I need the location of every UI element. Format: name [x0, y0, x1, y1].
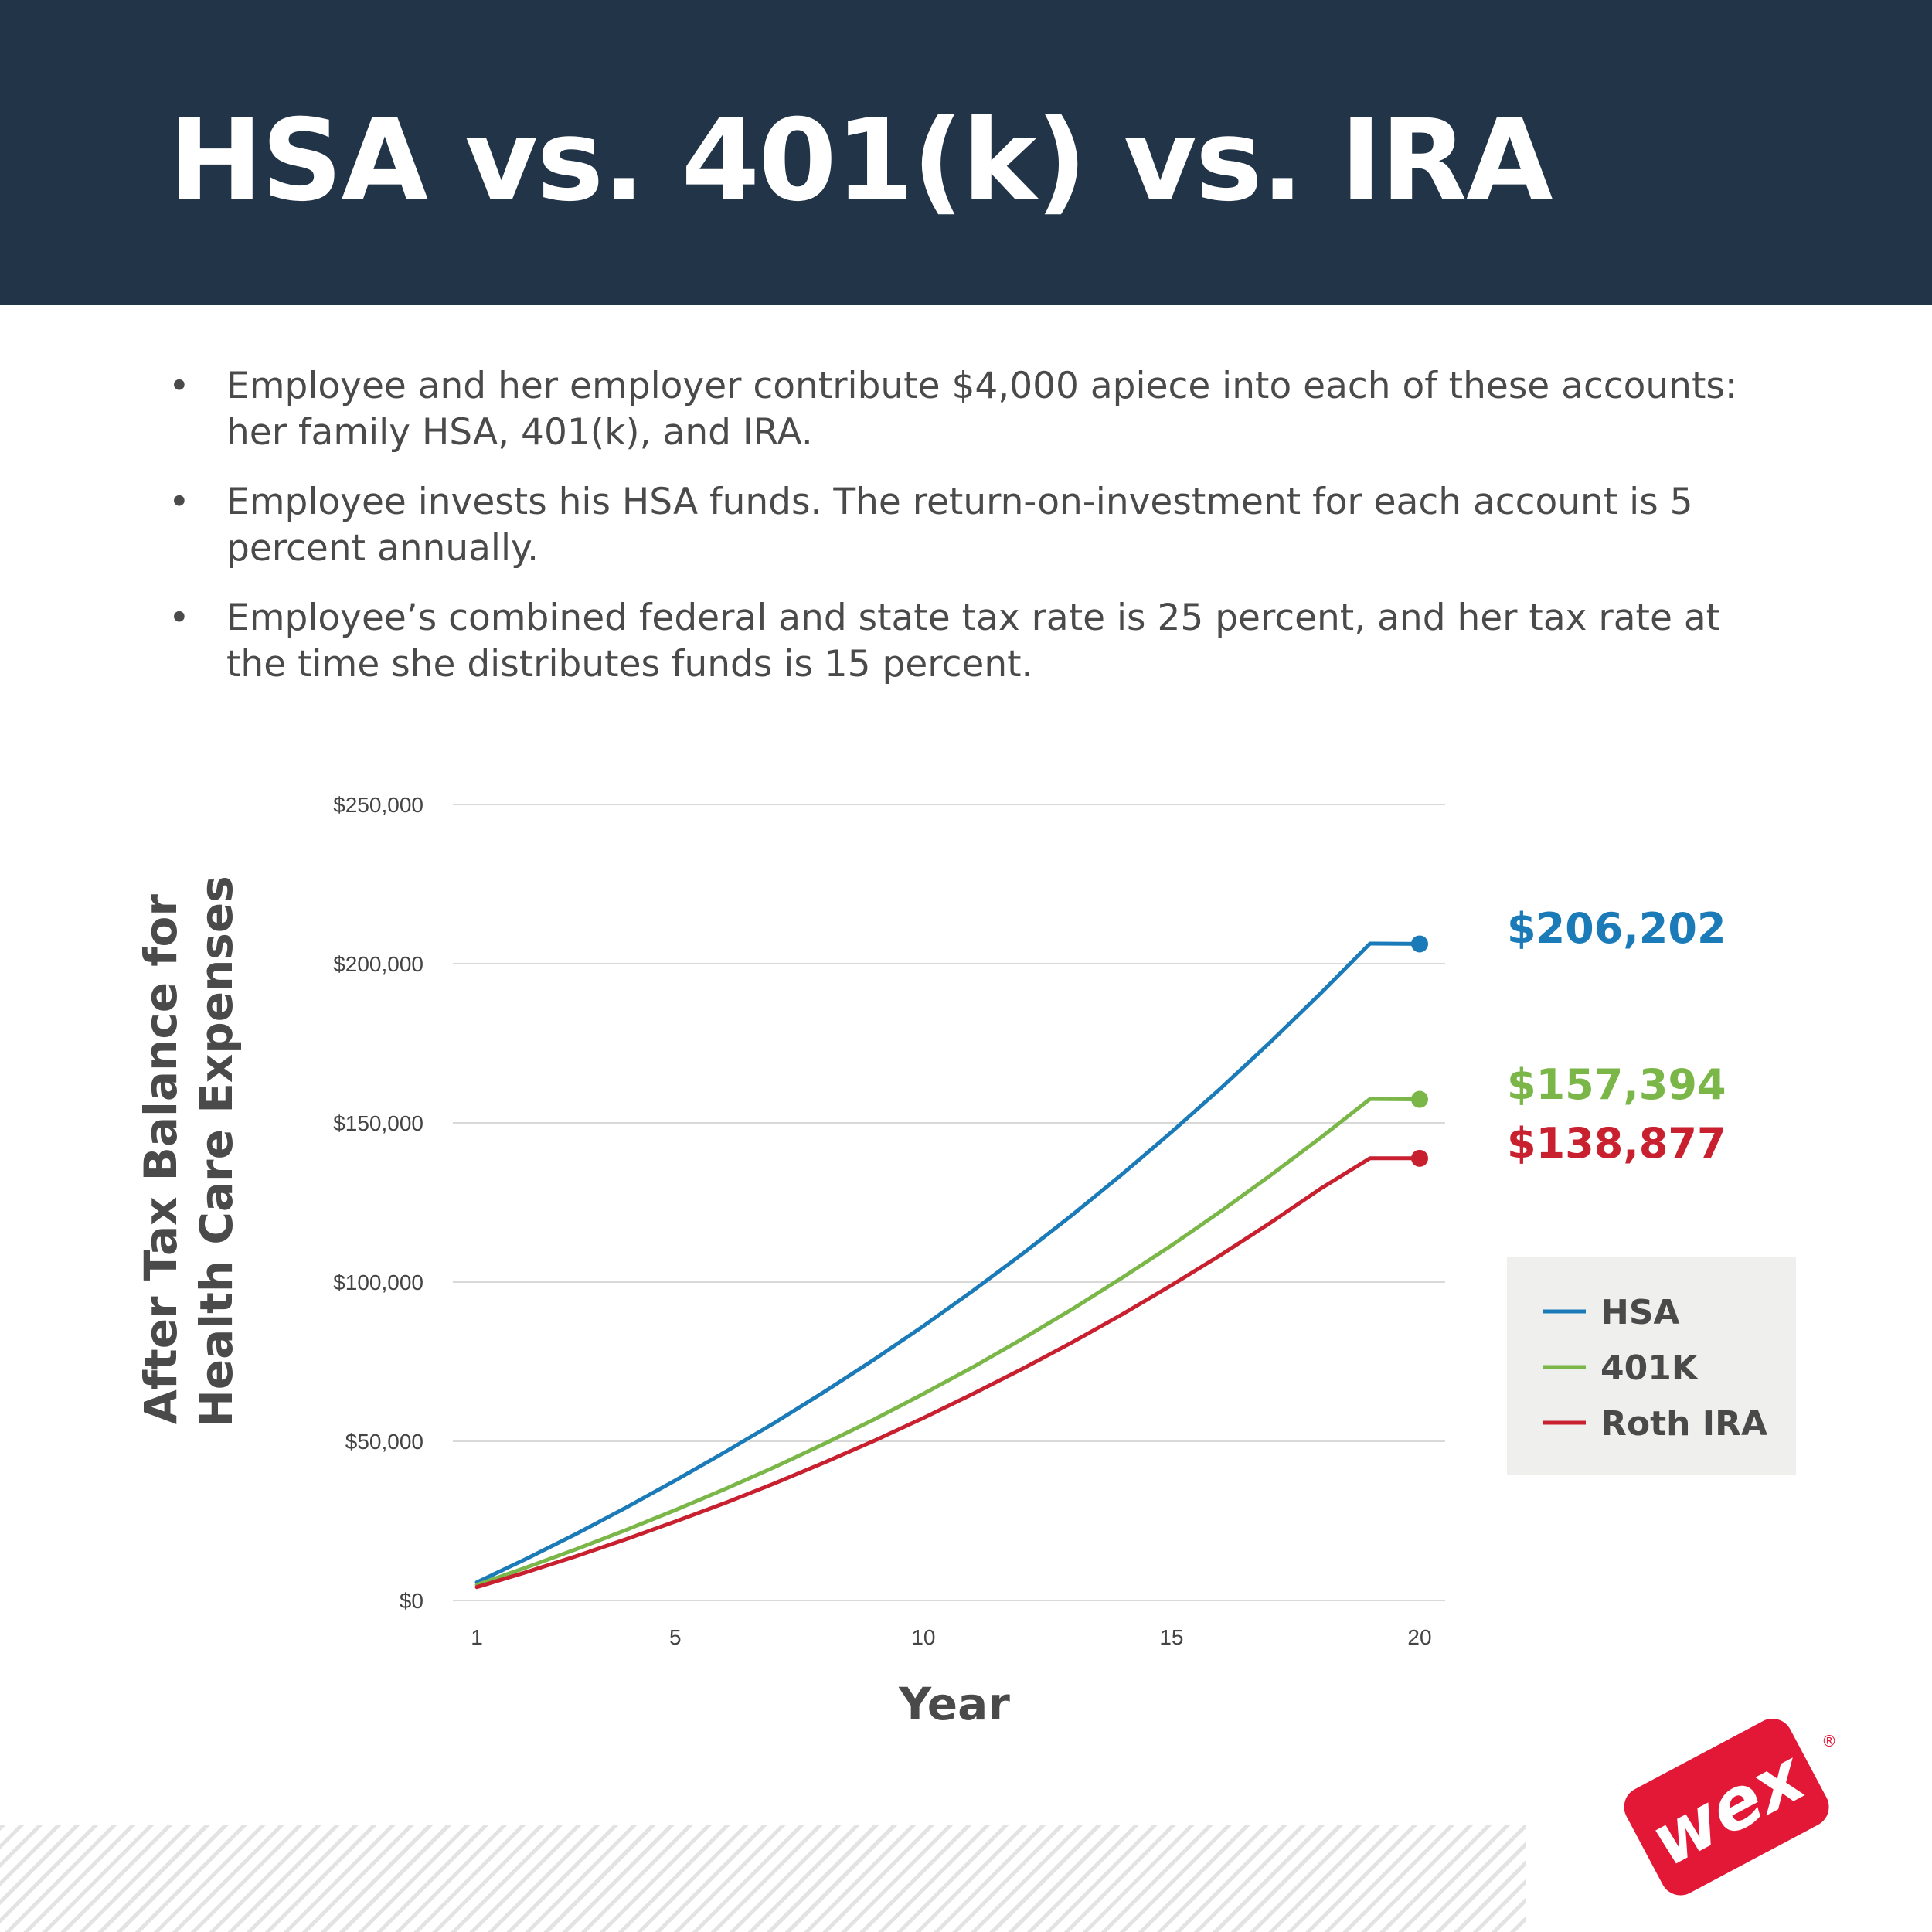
x-tick-label: 10 — [911, 1625, 935, 1649]
x-tick-label: 20 — [1407, 1625, 1431, 1649]
bullet-dot: • — [168, 597, 190, 639]
grid-lines — [453, 804, 1445, 1601]
bullet-item: • Employee’s combined federal and state … — [168, 595, 1745, 688]
y-tick-label: $250,000 — [333, 793, 423, 817]
series-line-roth-ira — [474, 1156, 1422, 1590]
bullet-dot: • — [168, 365, 190, 407]
end-value-label: $138,877 — [1507, 1119, 1726, 1168]
y-tick-label: $200,000 — [333, 952, 423, 976]
registered-mark: ® — [1821, 1732, 1837, 1750]
series-lines — [474, 935, 1428, 1590]
end-value-label: $206,202 — [1507, 904, 1726, 953]
y-axis-label-line-1: After Tax Balance for — [134, 894, 187, 1424]
legend-items: HSA 401K Roth IRA — [1543, 1293, 1767, 1444]
y-tick-label: $0 — [400, 1589, 423, 1613]
header-banner: HSA vs. 401(k) vs. IRA — [0, 0, 1932, 305]
legend-label: HSA — [1600, 1293, 1680, 1332]
bullet-text: Employee and her employer contribute $4,… — [226, 365, 1737, 454]
series-line-401k — [474, 1097, 1422, 1587]
bullet-text: Employee’s combined federal and state ta… — [226, 597, 1721, 685]
y-tick-label: $150,000 — [333, 1111, 423, 1135]
bullet-item: • Employee invests his HSA funds. The re… — [168, 479, 1745, 572]
wex-logo-mark: wex ® — [1624, 1718, 1837, 1896]
wex-logo: wex ® — [1619, 1708, 1843, 1913]
x-axis-label: Year — [898, 1678, 1010, 1730]
legend-label: 401K — [1600, 1349, 1699, 1388]
logo-card — [1624, 1718, 1829, 1896]
y-axis-label: After Tax Balance for Health Care Expens… — [134, 876, 243, 1427]
decorative-stripes — [0, 1825, 1526, 1932]
y-axis-label-line-2: Health Care Expenses — [190, 876, 243, 1427]
bullet-text: Employee invests his HSA funds. The retu… — [226, 481, 1693, 570]
end-value-label: $157,394 — [1507, 1060, 1726, 1109]
series-end-point — [1411, 935, 1428, 953]
x-tick-label: 5 — [669, 1625, 682, 1649]
bullet-item: • Employee and her employer contribute $… — [168, 363, 1745, 456]
series-end-point — [1411, 1149, 1428, 1167]
x-axis-ticks: 1 5 10 15 20 — [471, 1625, 1431, 1649]
series-end-point — [1411, 1090, 1428, 1108]
bullet-list: • Employee and her employer contribute $… — [168, 363, 1745, 711]
page-title: HSA vs. 401(k) vs. IRA — [168, 95, 1553, 226]
series-line-hsa — [474, 941, 1422, 1584]
end-value-labels: $206,202 $157,394 $138,877 — [1507, 904, 1726, 1168]
legend-label: Roth IRA — [1600, 1404, 1767, 1444]
bullet-dot: • — [168, 481, 190, 523]
y-tick-label: $50,000 — [345, 1430, 423, 1454]
x-tick-label: 15 — [1159, 1625, 1183, 1649]
y-axis-ticks: $0 $50,000 $100,000 $150,000 $200,000 $250,00… — [333, 793, 423, 1613]
y-tick-label: $100,000 — [333, 1270, 423, 1294]
x-tick-label: 1 — [471, 1625, 483, 1649]
legend: HSA 401K Roth IRA — [1507, 1257, 1796, 1475]
